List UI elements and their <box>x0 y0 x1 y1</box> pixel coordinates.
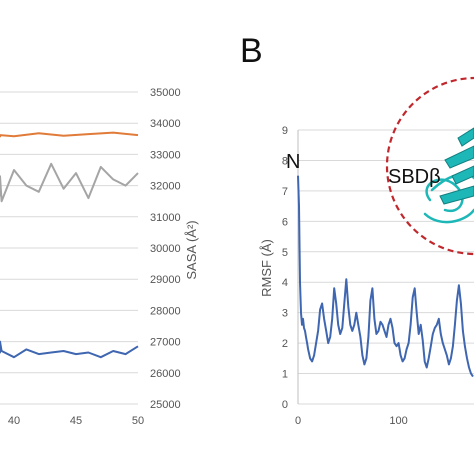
rmsf-y-tick: 6 <box>282 216 288 228</box>
rmsf-x-tick: 100 <box>389 415 407 427</box>
sasa-gridlines <box>0 91 138 405</box>
rmsf-y-tick: 5 <box>282 247 288 259</box>
sasa-right-tick: 27000 <box>150 337 181 349</box>
sasa-right-tick: 35000 <box>150 87 181 99</box>
protein-structure-icon <box>423 127 474 224</box>
sasa-right-tick: 28000 <box>150 305 181 317</box>
panel-label: B <box>240 32 263 70</box>
sasa-series-line-1 <box>0 162 139 203</box>
sasa-x-tick: 50 <box>132 415 144 427</box>
sasa-right-tick: 33000 <box>150 149 181 161</box>
sasa-series-line-2 <box>0 340 139 359</box>
rmsf-series-line-0 <box>297 175 474 378</box>
rmsf-series <box>297 175 474 378</box>
sasa-axis-label: SASA (Å²) <box>184 220 199 279</box>
rmsf-y-tick: 7 <box>282 186 288 198</box>
sasa-series <box>0 131 139 359</box>
rmsf-y-tick: 2 <box>282 338 288 350</box>
rmsf-gridlines <box>298 129 474 405</box>
sasa-series-line-0 <box>0 131 139 138</box>
n-terminus-label: N <box>286 151 300 173</box>
sasa-panel: 25000 26000 27000 28000 29000 30000 31000 32000… <box>0 87 199 427</box>
rmsf-x-tick: 0 <box>295 415 301 427</box>
sasa-x-tick-labels: 40 45 50 <box>8 415 144 427</box>
sasa-right-tick: 26000 <box>150 368 181 380</box>
sbd-beta-label: SBDβ <box>388 166 441 188</box>
sasa-x-tick: 45 <box>70 415 82 427</box>
rmsf-y-tick: 3 <box>282 308 288 320</box>
rmsf-y-tick: 0 <box>282 399 288 411</box>
sasa-right-tick: 29000 <box>150 274 181 286</box>
sasa-right-tick: 34000 <box>150 118 181 130</box>
rmsf-panel: 0 1 2 3 4 5 6 7 8 9 0 100 RMSF (Å) SBDβ N <box>259 76 474 427</box>
sasa-right-tick-labels: 25000 26000 27000 28000 29000 30000 31000 32000… <box>150 87 181 411</box>
sasa-right-tick: 30000 <box>150 243 181 255</box>
sasa-x-tick: 40 <box>8 415 20 427</box>
rmsf-y-tick: 8 <box>282 155 288 167</box>
sasa-right-tick: 25000 <box>150 399 181 411</box>
sasa-right-tick: 32000 <box>150 181 181 193</box>
rmsf-axis-label: RMSF (Å) <box>259 239 274 297</box>
rmsf-x-tick-labels: 0 100 <box>295 415 408 427</box>
rmsf-y-tick: 4 <box>282 277 288 289</box>
rmsf-y-tick: 1 <box>282 369 288 381</box>
rmsf-y-tick: 9 <box>282 125 288 137</box>
sasa-right-tick: 31000 <box>150 212 181 224</box>
rmsf-y-tick-labels: 0 1 2 3 4 5 6 7 8 9 <box>282 125 288 411</box>
sbd-beta-inset: SBDβ <box>385 76 474 256</box>
